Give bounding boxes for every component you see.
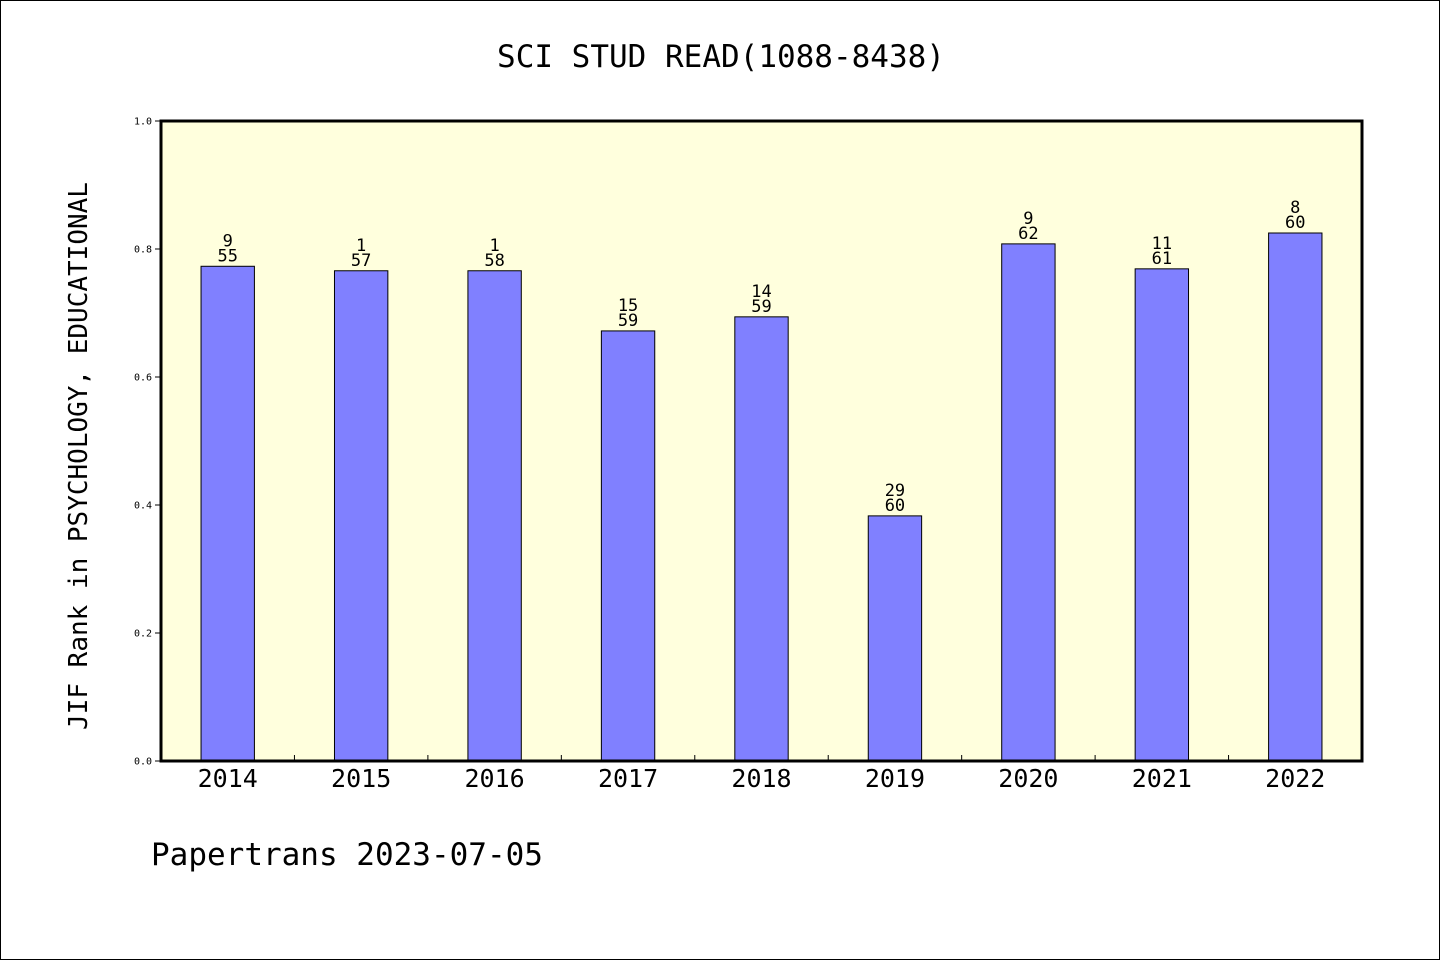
- y-axis: 0.0 0.2 0.4 0.6 0.8 1.0: [134, 117, 161, 768]
- bar-rank-label: 9: [1023, 209, 1033, 229]
- bar-rank-label: 1: [489, 236, 499, 256]
- x-tick-label: 2014: [198, 764, 258, 793]
- bar-total-label: 60: [1285, 213, 1305, 233]
- y-tick-label: 0.0: [134, 757, 152, 768]
- bar-2015: [333, 270, 389, 762]
- x-tick-label: 2016: [465, 764, 525, 793]
- bars-group: [200, 232, 1323, 762]
- bar-2017: [600, 330, 656, 762]
- bar-total-label: 57: [351, 251, 371, 271]
- x-tick-label: 2021: [1132, 764, 1192, 793]
- bar-rank-label: 1: [356, 236, 366, 256]
- bar-2018: [734, 316, 789, 762]
- y-tick-label: 0.4: [134, 501, 152, 512]
- x-tick-label: 2018: [731, 764, 791, 793]
- x-tick-label: 2017: [598, 764, 658, 793]
- bar-rank-label: 9: [223, 231, 233, 251]
- y-tick-label: 0.8: [134, 245, 152, 256]
- bar-2022: [1268, 232, 1323, 762]
- x-axis: 2014 2015 2016 2017 2018 2019 2020 2021 2022: [198, 755, 1325, 793]
- y-axis-label: JIF Rank in PSYCHOLOGY, EDUCATIONAL: [64, 182, 94, 730]
- bar-rank-label: 14: [751, 282, 771, 302]
- bar-2014: [200, 265, 255, 762]
- bar-rank-label: 15: [618, 296, 638, 316]
- x-tick-label: 2015: [331, 764, 391, 793]
- plot-border: [159, 119, 1364, 763]
- x-tick-label: 2022: [1265, 764, 1325, 793]
- bar-total-label: 55: [217, 246, 237, 266]
- y-tick-label: 0.2: [134, 629, 152, 640]
- x-tick-label: 2019: [865, 764, 925, 793]
- y-tick-label: 1.0: [134, 117, 152, 128]
- y-tick-label: 0.6: [134, 373, 152, 384]
- bar-total-label: 59: [618, 311, 638, 331]
- bar-rank-label: 11: [1152, 234, 1172, 254]
- x-tick-label: 2020: [998, 764, 1058, 793]
- bar-2016: [467, 270, 522, 762]
- bar-total-label: 60: [885, 496, 905, 516]
- chart-title: SCI STUD READ(1088-8438): [497, 39, 945, 75]
- bar-total-label: 58: [484, 251, 504, 271]
- bar-2019: [867, 515, 923, 762]
- bar-2020: [1001, 243, 1056, 762]
- bar-rank-label: 29: [885, 481, 905, 501]
- footer-credit: Papertrans 2023-07-05: [151, 837, 543, 873]
- bar-total-label: 59: [751, 297, 771, 317]
- bar-total-label: 61: [1152, 249, 1172, 269]
- bar-rank-label: 8: [1290, 198, 1300, 218]
- bar-total-label: 62: [1018, 224, 1038, 244]
- bar-2021: [1134, 268, 1190, 762]
